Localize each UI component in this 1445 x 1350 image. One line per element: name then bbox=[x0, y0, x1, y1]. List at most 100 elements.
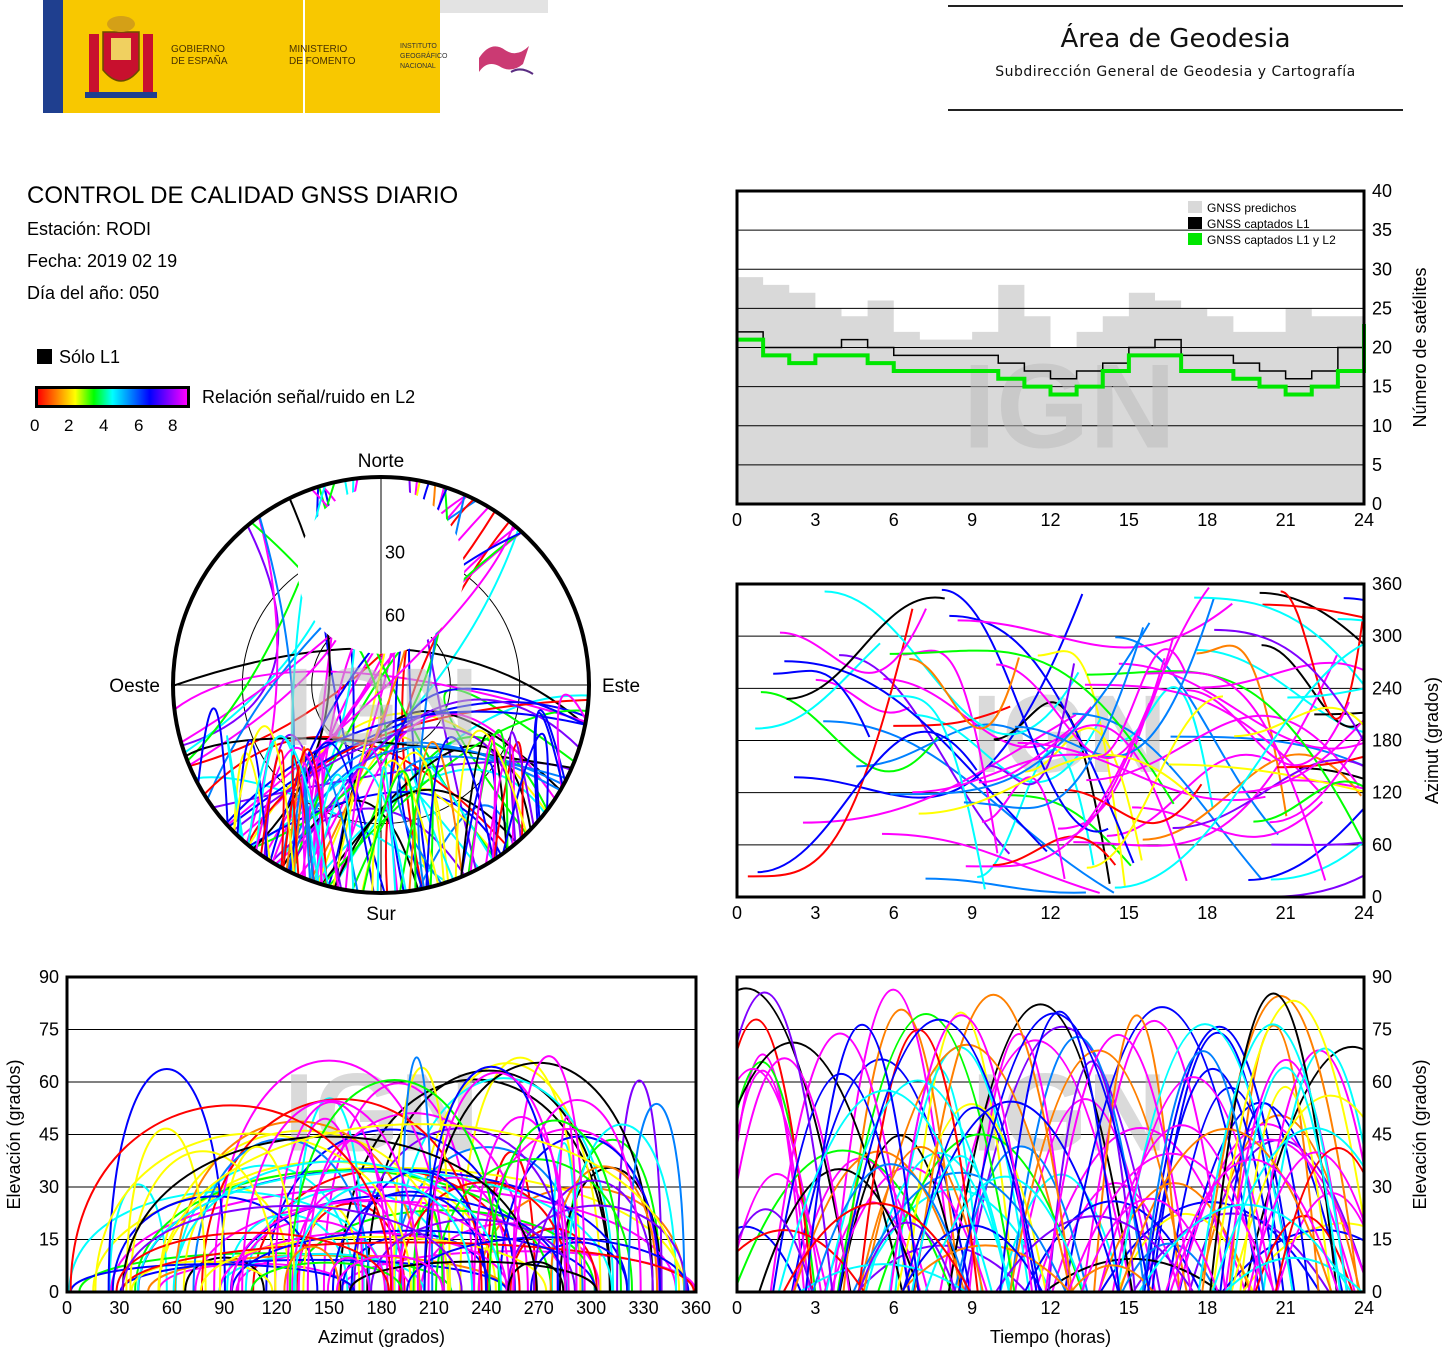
satellite-track bbox=[773, 669, 871, 738]
x-tick-label: 21 bbox=[1276, 510, 1296, 530]
satellite-track bbox=[737, 991, 834, 1292]
satellite-track bbox=[460, 761, 498, 878]
satellite-track bbox=[181, 525, 280, 747]
satellite-track bbox=[292, 1181, 474, 1292]
x-tick-label: 21 bbox=[1276, 1298, 1296, 1318]
page-title: CONTROL DE CALIDAD GNSS DIARIO bbox=[27, 182, 459, 209]
satellite-track bbox=[502, 732, 549, 854]
x-tick-label: 18 bbox=[1197, 903, 1217, 923]
y-axis-label: Elevación (grados) bbox=[1410, 1059, 1430, 1209]
area-subtitle: Subdirección General de Geodesia y Carto… bbox=[995, 64, 1356, 80]
y-axis-label: Azimut (grados) bbox=[1422, 677, 1442, 804]
x-tick-label: 15 bbox=[1119, 510, 1139, 530]
satellite-track bbox=[889, 649, 1175, 805]
x-tick-label: 0 bbox=[62, 1298, 72, 1318]
y-tick-label: 45 bbox=[1372, 1125, 1392, 1145]
legend-l1-label: Sólo L1 bbox=[59, 347, 121, 367]
satellite-track bbox=[627, 1102, 686, 1292]
legend-label: GNSS captados L1 bbox=[1207, 217, 1310, 231]
satellite-track bbox=[1044, 1033, 1192, 1292]
station-label: Estación: RODI bbox=[27, 219, 152, 239]
coat-of-arms-icon bbox=[85, 16, 157, 98]
satellite-track bbox=[963, 627, 1145, 810]
azimuth-time-frame bbox=[735, 582, 1366, 899]
satellite-track bbox=[1132, 801, 1324, 838]
satellite-track bbox=[488, 1119, 622, 1292]
satellite-track bbox=[1169, 1138, 1364, 1292]
x-tick-label: 15 bbox=[1119, 903, 1139, 923]
satellite-track bbox=[794, 593, 1084, 799]
x-tick-label: 24 bbox=[1354, 903, 1374, 923]
satellite-track bbox=[737, 1053, 806, 1292]
satellite-track bbox=[1047, 1060, 1136, 1292]
satellite-track bbox=[1118, 1128, 1333, 1292]
satellite-track bbox=[912, 753, 1092, 794]
satellite-track bbox=[1086, 670, 1364, 847]
satellite-track bbox=[1196, 649, 1364, 734]
satellite-track bbox=[486, 1151, 537, 1292]
satellite-track bbox=[881, 832, 1100, 894]
x-tick-label: 90 bbox=[214, 1298, 234, 1318]
satellite-track bbox=[173, 670, 587, 723]
satellite-track bbox=[125, 1127, 207, 1292]
series-l1-line bbox=[737, 316, 1365, 380]
ministerio-logo-band bbox=[305, 0, 440, 113]
satellite-track bbox=[963, 1026, 1162, 1292]
satellite-track bbox=[1111, 1076, 1275, 1292]
x-tick-label: 9 bbox=[967, 510, 977, 530]
satellite-track bbox=[786, 596, 945, 700]
x-tick-label: 18 bbox=[1197, 510, 1217, 530]
satellite-track bbox=[888, 695, 986, 890]
legend-swatch bbox=[1188, 233, 1202, 245]
satellite-track bbox=[737, 1208, 814, 1292]
ign-watermark: IGN bbox=[283, 646, 479, 769]
satellite-track bbox=[333, 788, 518, 889]
y-axis-label: Número de satélites bbox=[1410, 267, 1430, 427]
y-tick-label: 120 bbox=[1372, 783, 1402, 803]
satellite-track bbox=[434, 1158, 634, 1292]
satellite-track bbox=[121, 1241, 695, 1292]
satellite-track bbox=[250, 1261, 404, 1292]
satellite-track bbox=[1229, 1066, 1342, 1292]
satellite-track bbox=[423, 1065, 559, 1292]
satellite-track bbox=[121, 1135, 538, 1292]
satellite-track bbox=[1274, 1147, 1364, 1292]
x-tick-label: 24 bbox=[1354, 510, 1374, 530]
y-tick-label: 25 bbox=[1372, 298, 1392, 318]
satellite-track bbox=[737, 987, 852, 1292]
y-tick-label: 60 bbox=[1372, 1072, 1392, 1092]
satellite-track bbox=[1017, 741, 1266, 802]
satellite-track bbox=[1271, 841, 1364, 846]
satellite-track bbox=[1080, 1197, 1219, 1292]
snr-tick: 0 bbox=[30, 416, 40, 435]
satellite-track bbox=[344, 747, 399, 893]
direction-east: Este bbox=[602, 676, 640, 697]
satellite-track bbox=[427, 1071, 567, 1292]
x-tick-label: 3 bbox=[810, 510, 820, 530]
direction-south: Sur bbox=[366, 904, 396, 925]
satellite-track bbox=[1253, 780, 1364, 823]
elt-tracks bbox=[737, 987, 1364, 1292]
satellite-track bbox=[1197, 1023, 1348, 1292]
satellite-track bbox=[512, 1098, 642, 1292]
satellite-track bbox=[282, 748, 328, 886]
header-logos: GOBIERNO DE ESPAÑA MINISTERIO DE FOMENTO… bbox=[43, 0, 548, 113]
x-tick-label: 9 bbox=[967, 903, 977, 923]
satellite-track bbox=[757, 730, 978, 874]
satellite-track bbox=[957, 602, 1233, 649]
satellite-track bbox=[532, 1179, 654, 1292]
satellite-track bbox=[134, 1169, 553, 1292]
x-tick-label: 24 bbox=[1354, 1298, 1374, 1318]
x-tick-label: 0 bbox=[732, 1298, 742, 1318]
y-tick-label: 15 bbox=[39, 1230, 59, 1250]
ign-line3: NACIONAL bbox=[400, 63, 436, 70]
header-rule-top bbox=[948, 5, 1403, 7]
satellite-track bbox=[507, 1260, 565, 1292]
satellite-track bbox=[1164, 1158, 1340, 1292]
satellite-track bbox=[362, 770, 417, 893]
ring-label-60: 60 bbox=[385, 606, 405, 626]
satellite-track bbox=[1269, 874, 1364, 897]
eu-flag-strip bbox=[43, 0, 63, 113]
ign-line2: GEOGRÁFICO bbox=[400, 53, 448, 60]
satellite-track bbox=[241, 1099, 419, 1292]
